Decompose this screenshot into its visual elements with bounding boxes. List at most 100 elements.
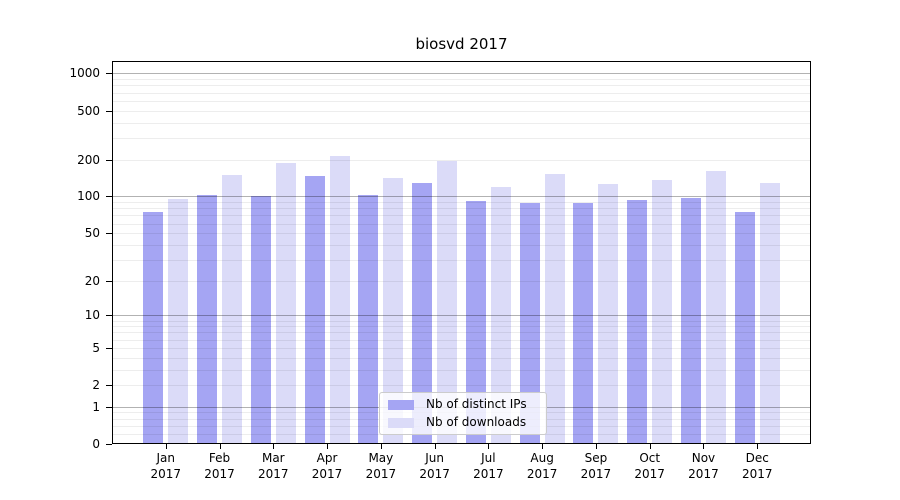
minor-gridline [113,85,810,87]
x-tick-label-nov: Nov 2017 [675,450,731,482]
x-tick-year: 2017 [311,467,343,481]
x-tick-mark [380,444,382,449]
minor-gridline [113,100,810,102]
x-tick-label-jul: Jul 2017 [460,450,516,482]
x-tick-mark [542,444,544,449]
x-tick-mark [649,444,651,449]
minor-gridline [113,79,810,81]
major-gridline [113,315,810,317]
x-tick-label-mar: Mar 2017 [245,450,301,482]
minor-gridline [113,332,810,334]
major-gridline [113,196,810,198]
x-tick-mark [595,444,597,449]
bar-distinct-ips-mar [250,196,271,443]
minor-gridline [113,339,810,341]
x-tick-mark [273,444,275,449]
y-tick-label-500: 500 [77,103,100,118]
legend-item-distinct-ips: Nb of distinct IPs [388,398,538,411]
y-tick-mark [106,347,112,349]
bar-downloads-dec [759,183,780,443]
y-tick-label-2: 2 [92,378,100,393]
y-tick-mark [106,444,112,445]
bar-distinct-ips-apr [304,175,325,443]
y-tick-label-5: 5 [92,340,100,355]
minor-gridline [113,110,810,112]
bar-downloads-aug [544,174,565,443]
bar-downloads-feb [222,174,243,443]
legend-item-downloads: Nb of downloads [388,416,538,429]
bar-downloads-nov [705,171,726,443]
bar-downloads-oct [652,180,673,443]
bar-distinct-ips-sep [573,203,594,443]
y-tick-mark [106,196,112,198]
x-tick-year: 2017 [580,467,612,481]
x-tick-label-jun: Jun 2017 [407,450,463,482]
x-tick-label-jan: Jan 2017 [138,450,194,482]
minor-gridline [113,202,810,204]
x-tick-mark [488,444,490,449]
y-tick-mark [106,385,112,387]
x-tick-year: 2017 [258,467,289,481]
minor-gridline [113,122,810,124]
major-gridline [113,73,810,75]
minor-gridline [113,326,810,328]
legend-label-downloads: Nb of downloads [426,415,527,429]
minor-gridline [113,233,810,235]
y-tick-mark [106,406,112,408]
x-tick-label-oct: Oct 2017 [622,450,678,482]
x-tick-year: 2017 [473,467,504,481]
y-tick-mark [106,233,112,235]
y-tick-label-20: 20 [84,273,100,288]
y-tick-label-10: 10 [84,308,100,323]
minor-gridline [113,244,810,246]
x-tick-year: 2017 [365,467,397,481]
x-tick-label-may: May 2017 [353,450,409,482]
bar-downloads-sep [598,184,619,443]
x-tick-year: 2017 [634,467,665,481]
bar-distinct-ips-dec [734,211,755,443]
bar-distinct-ips-feb [197,194,218,443]
x-tick-year: 2017 [688,467,719,481]
y-tick-label-1000: 1000 [69,66,100,81]
y-tick-mark [106,315,112,317]
y-tick-label-1: 1 [92,399,100,414]
bar-distinct-ips-jul [465,200,486,443]
bar-downloads-may [383,178,404,443]
bar-distinct-ips-aug [519,202,540,443]
bar-downloads-jul [490,186,511,443]
y-tick-mark [106,280,112,282]
x-tick-label-aug: Aug 2017 [514,450,570,482]
y-tick-mark [106,159,112,161]
minor-gridline [113,159,810,161]
x-tick-label-apr: Apr 2017 [299,450,355,482]
legend-label-distinct-ips: Nb of distinct IPs [426,397,527,411]
minor-gridline [113,223,810,225]
x-tick-year: 2017 [150,467,182,481]
x-tick-label-feb: Feb 2017 [192,450,248,482]
y-tick-label-200: 200 [77,152,100,167]
minor-gridline [113,347,810,349]
minor-gridline [113,280,810,282]
bar-downloads-mar [275,163,296,443]
minor-gridline [113,215,810,217]
x-tick-mark [434,444,436,449]
x-tick-mark [757,444,759,449]
minor-gridline [113,320,810,322]
bar-downloads-jun [437,160,458,443]
x-tick-mark [703,444,705,449]
bar-downloads-jan [168,199,189,443]
x-tick-year: 2017 [204,467,235,481]
x-tick-label-sep: Sep 2017 [568,450,624,482]
x-tick-mark [219,444,221,449]
chart-title: biosvd 2017 [415,35,508,53]
minor-gridline [113,259,810,261]
bar-distinct-ips-nov [680,198,701,443]
x-tick-year: 2017 [419,467,450,481]
y-tick-mark [106,110,112,112]
minor-gridline [113,208,810,210]
y-tick-mark [106,73,112,75]
legend: Nb of distinct IPs Nb of downloads [379,392,547,435]
y-tick-label-100: 100 [77,189,100,204]
x-tick-label-dec: Dec 2017 [729,450,785,482]
y-tick-label-0: 0 [92,437,100,451]
